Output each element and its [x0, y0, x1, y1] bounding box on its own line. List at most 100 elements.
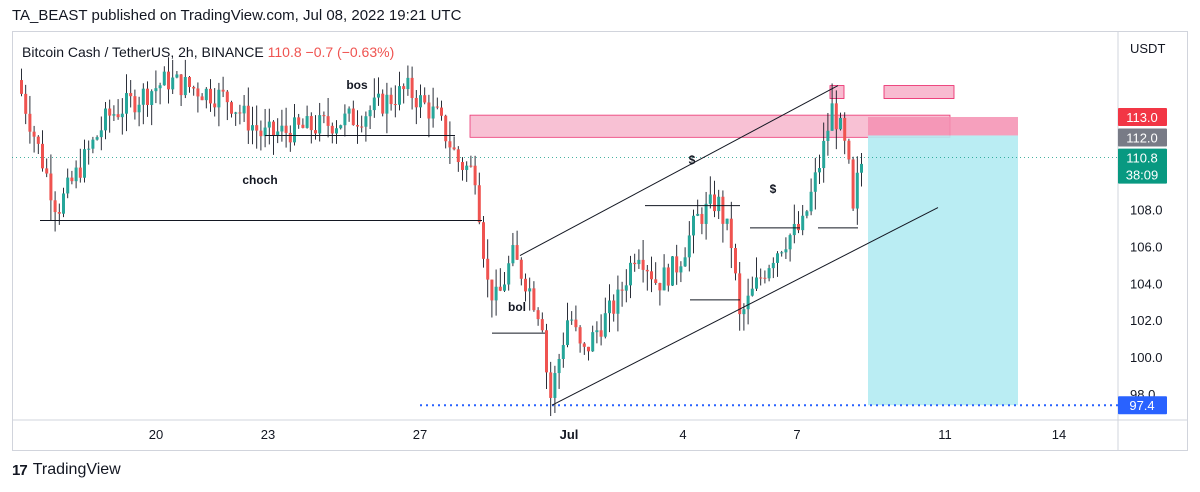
- candle-up: [347, 108, 351, 114]
- candle-down: [645, 269, 649, 272]
- candle-down: [444, 115, 448, 142]
- candle-down: [729, 218, 733, 249]
- symbol-legend[interactable]: Bitcoin Cash / TetherUS, 2h, BINANCE 110…: [22, 44, 394, 60]
- candle-up: [696, 213, 700, 216]
- candle-down: [402, 86, 406, 90]
- candle-down: [24, 93, 28, 114]
- candle-down: [410, 77, 414, 98]
- y-tick-label: 106.0: [1130, 239, 1163, 254]
- take-profit-zone: [868, 135, 1018, 406]
- candle-up: [662, 267, 666, 291]
- x-tick-label: 27: [413, 427, 427, 442]
- candle-down: [225, 91, 229, 103]
- candle-up: [671, 256, 674, 286]
- candle-up: [805, 211, 809, 216]
- candle-down: [620, 289, 624, 291]
- candle-up: [683, 257, 687, 267]
- candle-up: [595, 330, 599, 333]
- candle-up: [603, 313, 607, 337]
- candle-up: [826, 130, 830, 141]
- candle-down: [360, 126, 364, 128]
- x-tick-label: 20: [149, 427, 163, 442]
- candle-down: [116, 114, 120, 118]
- candle-up: [112, 114, 116, 116]
- candle-up: [104, 108, 107, 131]
- candle-down: [393, 104, 397, 106]
- candle-up: [553, 373, 557, 398]
- candle-up: [158, 85, 162, 89]
- candle-up: [431, 106, 435, 119]
- candle-up: [137, 104, 141, 113]
- candle-up: [251, 125, 254, 131]
- candle-up: [406, 77, 410, 90]
- candle-down: [461, 162, 464, 170]
- tradingview-footer[interactable]: 17 TradingView: [12, 461, 121, 479]
- candle-up: [364, 116, 368, 127]
- candle-down: [133, 96, 137, 113]
- candle-up: [183, 77, 187, 96]
- candle-down: [633, 262, 637, 265]
- candle-up: [755, 277, 758, 289]
- candle-down: [515, 245, 519, 260]
- candle-up: [679, 266, 683, 273]
- candle-up: [385, 94, 389, 114]
- annotation-label: $: [770, 182, 777, 196]
- candle-down: [196, 88, 200, 97]
- candle-down: [221, 89, 225, 92]
- x-tick-label: Jul: [560, 427, 579, 442]
- candle-down: [738, 273, 742, 315]
- candle-up: [750, 288, 754, 296]
- candle-down: [435, 106, 439, 108]
- price-tag-label: 97.4: [1129, 398, 1154, 413]
- legend-price: 110.8: [267, 44, 302, 60]
- candle-down: [322, 115, 326, 117]
- candle-up: [742, 309, 746, 315]
- tradingview-logo-icon: 17: [12, 461, 28, 479]
- candle-up: [91, 139, 95, 149]
- y-tick-label: 100.0: [1130, 350, 1163, 365]
- candle-up: [746, 295, 750, 310]
- candle-up: [792, 223, 796, 236]
- candle-down: [108, 108, 112, 116]
- candle-up: [624, 285, 628, 291]
- candle-up: [339, 125, 343, 129]
- candle-down: [309, 116, 313, 131]
- candle-down: [599, 330, 603, 337]
- candle-up: [419, 95, 422, 108]
- candle-up: [141, 88, 145, 105]
- candle-down: [469, 165, 473, 167]
- candle-up: [528, 288, 532, 292]
- x-tick-label: 23: [261, 427, 275, 442]
- candle-up: [150, 91, 154, 105]
- price-tag-label: 38:09: [1126, 168, 1159, 183]
- candle-down: [498, 286, 502, 291]
- candle-up: [62, 193, 65, 214]
- x-tick-label: 4: [679, 427, 686, 442]
- candle-down: [326, 116, 330, 126]
- candle-down: [351, 108, 355, 126]
- currency-label: USDT: [1130, 41, 1165, 56]
- candle-up: [818, 168, 821, 173]
- price-tag-box: [1118, 107, 1167, 126]
- candle-up: [801, 215, 805, 231]
- candle-down: [230, 102, 233, 114]
- candle-up: [368, 110, 372, 117]
- candle-down: [763, 277, 767, 279]
- stop-loss-zone: [868, 116, 1018, 136]
- candle-down: [650, 271, 653, 280]
- candle-up: [263, 127, 267, 137]
- candle-down: [272, 121, 275, 136]
- candle-down: [192, 87, 196, 89]
- candle-down: [440, 107, 443, 116]
- candle-down: [834, 103, 838, 130]
- candle-down: [666, 267, 670, 286]
- price-tag-label: 112.0: [1126, 130, 1158, 145]
- price-tag-box: [1118, 165, 1167, 184]
- candle-up: [465, 165, 469, 170]
- annotation-label: bos: [346, 78, 368, 92]
- candle-down: [612, 300, 616, 314]
- x-tick-label: 14: [1052, 427, 1066, 442]
- small-supply-box: [883, 85, 955, 99]
- candle-down: [482, 222, 485, 259]
